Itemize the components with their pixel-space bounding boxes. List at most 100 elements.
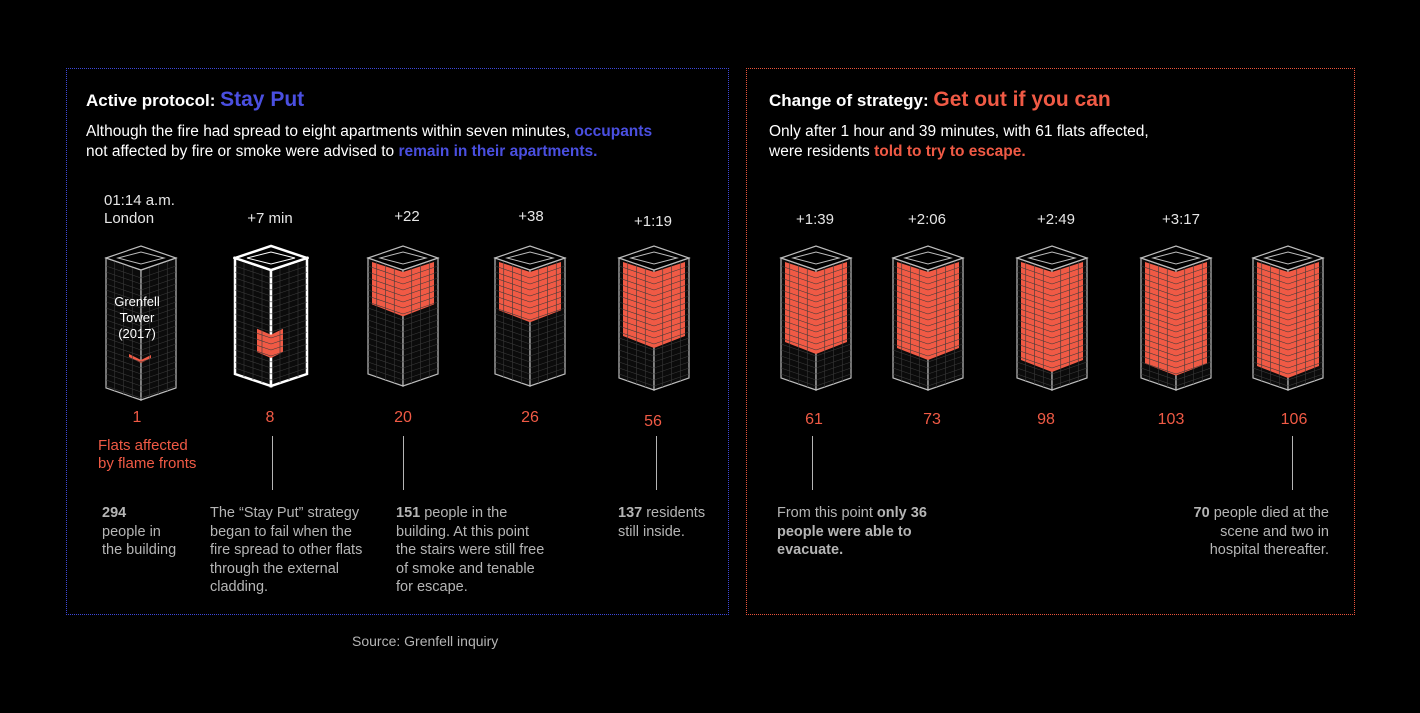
note-151-bold: 151 bbox=[396, 505, 421, 521]
note-stay-put-line2: began to fail when the bbox=[210, 523, 352, 540]
note-evacuate-bold3: evacuate. bbox=[777, 542, 844, 558]
flat-count-8: 103 bbox=[1157, 411, 1185, 428]
source-credit: Source: Grenfell inquiry bbox=[352, 633, 499, 649]
note-stay-put-line4: through the external bbox=[210, 560, 339, 577]
tower-6 bbox=[891, 245, 965, 391]
time-label-7: +2:49 bbox=[1037, 211, 1075, 228]
leader-line-4 bbox=[656, 436, 657, 490]
tower-0-roof bbox=[104, 245, 178, 271]
flat-count-0: 1 bbox=[132, 409, 142, 426]
tower-6-grid bbox=[892, 261, 964, 387]
flat-count-4: 56 bbox=[644, 413, 662, 430]
note-294: 294 people in the building bbox=[102, 504, 176, 560]
tower-4-roof bbox=[617, 245, 691, 271]
tower-5-roof-inner bbox=[791, 251, 841, 265]
tower-graphic-8 bbox=[1139, 245, 1213, 391]
time-label-3: +38 bbox=[518, 208, 544, 225]
tower-7-roof bbox=[1015, 245, 1089, 271]
note-151-line4: for escape. bbox=[396, 579, 468, 595]
right-intro-line2: were residents bbox=[769, 143, 875, 160]
note-deaths-bold: 70 bbox=[1193, 505, 1210, 521]
tower-8-roof-inner bbox=[1151, 251, 1201, 265]
note-evacuate-bold2: people were able to bbox=[777, 523, 912, 540]
tower-graphic-7 bbox=[1015, 245, 1089, 391]
note-151: 151 people in the building. At this poin… bbox=[396, 504, 544, 597]
tower-5 bbox=[779, 245, 853, 391]
time-label-8: +3:17 bbox=[1162, 211, 1200, 228]
time-label-6: +2:06 bbox=[908, 211, 946, 228]
tower-graphic-1 bbox=[233, 244, 309, 388]
tower-0 bbox=[104, 245, 178, 401]
tower-0-grid bbox=[105, 261, 177, 399]
left-intro-line2: not affected by fire or smoke were advis… bbox=[86, 143, 399, 160]
tower-1-roof bbox=[233, 244, 309, 272]
tower-9-roof bbox=[1251, 245, 1325, 271]
tower-2-roof bbox=[366, 245, 440, 271]
legend-line1: Flats affected bbox=[98, 437, 188, 454]
note-137-line1: still inside. bbox=[618, 523, 685, 540]
tower-4 bbox=[617, 245, 691, 391]
note-137: 137 residents still inside. bbox=[618, 504, 705, 541]
tower-name-label: Grenfell Tower (2017) bbox=[106, 294, 168, 342]
flats-legend: Flats affected by flame fronts bbox=[98, 437, 196, 473]
time-label-2: +22 bbox=[394, 208, 420, 225]
note-151-line2: the stairs were still free bbox=[396, 542, 545, 558]
tower-name-line2: Tower bbox=[119, 310, 155, 325]
note-deaths: 70 people died at the scene and two in h… bbox=[1194, 504, 1329, 560]
tower-graphic-6 bbox=[891, 245, 965, 391]
tower-6-roof-inner bbox=[903, 251, 953, 265]
leader-line-9 bbox=[1292, 436, 1293, 490]
leader-line-2 bbox=[403, 436, 404, 490]
tower-7 bbox=[1015, 245, 1089, 391]
right-intro-line1: Only after 1 hour and 39 minutes, with 6… bbox=[769, 123, 1149, 140]
flat-count-5: 61 bbox=[805, 411, 823, 428]
tower-5-fire bbox=[785, 262, 847, 354]
tower-2-grid bbox=[367, 261, 439, 383]
note-294-line2: the building bbox=[102, 542, 177, 558]
tower-7-roof-inner bbox=[1027, 251, 1077, 265]
time-label-0: 01:14 a.m. London bbox=[104, 192, 175, 228]
tower-graphic-9 bbox=[1251, 245, 1325, 391]
leader-line-1 bbox=[272, 436, 273, 490]
tower-3-roof bbox=[493, 245, 567, 271]
note-stay-put-line1: The “Stay Put” strategy bbox=[210, 505, 360, 521]
note-deaths-line2: hospital thereafter. bbox=[1209, 542, 1329, 558]
tower-1 bbox=[233, 244, 309, 388]
note-stay-put-line5: cladding. bbox=[210, 579, 269, 595]
get-out-panel bbox=[746, 68, 1355, 615]
tower-2 bbox=[366, 245, 440, 387]
note-evacuate-first: From this point bbox=[777, 505, 877, 521]
note-stay-put-failure: The “Stay Put” strategy began to fail wh… bbox=[210, 504, 362, 597]
note-deaths-first: people died at the bbox=[1209, 505, 1329, 521]
time-label-5: +1:39 bbox=[796, 211, 834, 228]
note-294-line1: people in bbox=[102, 523, 161, 540]
leader-line-5 bbox=[812, 436, 813, 490]
note-deaths-line1: scene and two in bbox=[1220, 523, 1329, 540]
flat-count-6: 73 bbox=[923, 411, 941, 428]
tower-graphic-4 bbox=[617, 245, 691, 391]
flat-count-7: 98 bbox=[1037, 411, 1055, 428]
right-intro-highlight: told to try to escape. bbox=[874, 143, 1026, 160]
tower-name-line1: Grenfell bbox=[114, 294, 160, 309]
right-title-prefix: Change of strategy: bbox=[769, 91, 934, 110]
stay-put-panel bbox=[66, 68, 729, 615]
right-intro: Only after 1 hour and 39 minutes, with 6… bbox=[769, 122, 1149, 162]
left-title: Active protocol: Stay Put bbox=[86, 88, 304, 112]
time-label-1: +7 min bbox=[247, 210, 293, 227]
tower-1-grid bbox=[234, 261, 308, 383]
note-151-line3: of smoke and tenable bbox=[396, 560, 535, 577]
note-151-line1: building. At this point bbox=[396, 523, 530, 540]
tower-graphic-0 bbox=[104, 245, 178, 401]
tower-9-roof-inner bbox=[1263, 251, 1313, 265]
tower-3 bbox=[493, 245, 567, 387]
tower-5-grid bbox=[780, 261, 852, 387]
flat-count-9: 106 bbox=[1280, 411, 1308, 428]
note-evacuate: From this point only 36 people were able… bbox=[777, 504, 927, 560]
tower-7-fire bbox=[1021, 262, 1083, 372]
note-137-first: residents bbox=[642, 505, 706, 521]
left-intro-highlight2: remain in their apartments. bbox=[398, 143, 598, 160]
note-294-bold: 294 bbox=[102, 505, 127, 521]
tower-3-grid bbox=[494, 261, 566, 383]
tower-4-fire bbox=[623, 262, 685, 348]
tower-9 bbox=[1251, 245, 1325, 391]
